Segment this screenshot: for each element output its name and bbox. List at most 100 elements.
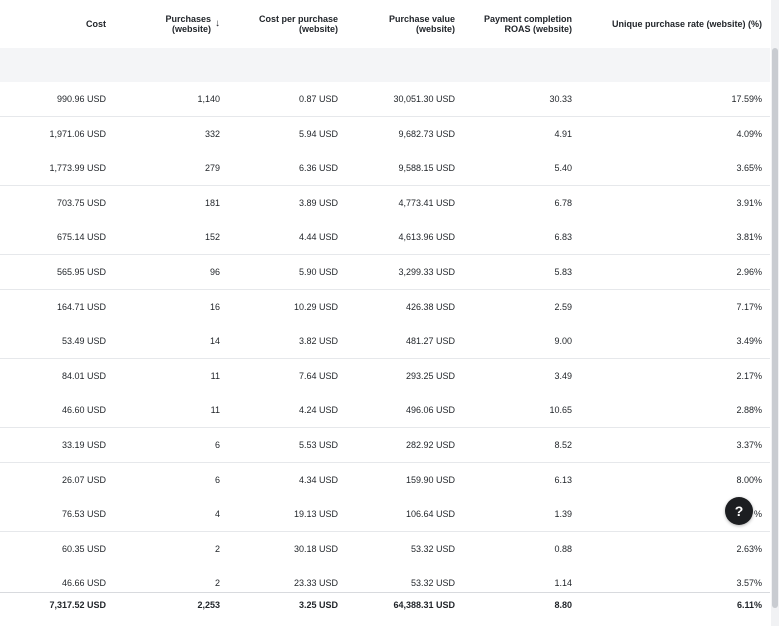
cell-cost: 26.07 USD [61,474,106,485]
table-row[interactable]: 46.60 USD 11 4.24 USD 496.06 USD 10.65 2.88% [0,393,770,429]
cell-roas: 8.52 [554,440,572,450]
cell-purchases: 1,140 [197,94,220,104]
cell-cost-per-purchase: 3.89 USD [298,197,338,208]
cell-roas: 10.65 [549,405,572,416]
cell-roas: 6.78 [554,197,572,208]
cell-purchases: 6 [214,474,220,485]
cell-cost-per-purchase: 10.29 USD [293,301,338,312]
total-roas: 8.80 [554,600,572,610]
column-header-label: Payment completion [483,14,572,24]
cell-cost-per-purchase: 6.36 USD [298,163,338,174]
column-header-label: Cost per purchase [258,14,338,24]
cell-purchases: 2 [214,543,220,554]
cell-purchase-value: 4,613.96 USD [398,232,455,243]
cell-cost: 53.49 USD [61,336,106,347]
question-circle-icon: ? [734,503,744,519]
cell-purchases: 96 [209,267,220,277]
cell-cost: 76.53 USD [61,509,106,520]
cell-cost-per-purchase: 5.90 USD [298,267,338,277]
cell-purchase-value: 481.27 USD [405,336,455,347]
cell-purchase-value: 9,682.73 USD [398,128,455,139]
cell-purchases: 11 [210,370,220,381]
table-total-row: 7,317.52 USD 2,253 3.25 USD 64,388.31 US… [0,592,770,617]
table-row[interactable]: 164.71 USD 16 10.29 USD 426.38 USD 2.59 7.17% [0,289,770,325]
cell-purchase-value: 53.32 USD [410,578,455,589]
cell-purchase-value: 4,773.41 USD [398,197,455,208]
total-purchase-value: 64,388.31 USD [393,600,455,610]
table-row[interactable]: 703.75 USD 181 3.89 USD 4,773.41 USD 6.78 3.9… [0,185,770,221]
cell-purchase-value: 9,588.15 USD [398,163,455,174]
cell-cost-per-purchase: 5.53 USD [298,440,338,450]
cell-purchases: 152 [204,232,220,243]
column-header-purchases[interactable]: Purchases (website) ↓ [150,8,220,40]
cell-unique-purchase-rate: 2.88% [736,405,762,416]
table-row[interactable]: 53.49 USD 14 3.82 USD 481.27 USD 9.00 3.49% [0,324,770,360]
column-header-roas[interactable]: Payment completion ROAS (website) [470,8,572,40]
cell-unique-purchase-rate: 4.09% [736,128,762,139]
cell-purchase-value: 106.64 USD [405,509,455,520]
table-row[interactable]: 84.01 USD 11 7.64 USD 293.25 USD 3.49 2.17% [0,358,770,394]
cell-cost: 565.95 USD [56,267,106,277]
scrollbar-thumb[interactable] [772,48,778,608]
cell-unique-purchase-rate: 2.96% [736,267,762,277]
column-header-cost[interactable]: Cost [0,8,106,40]
table-row[interactable]: 675.14 USD 152 4.44 USD 4,613.96 USD 6.83 3.8… [0,220,770,256]
cell-purchases: 4 [214,509,220,520]
cell-unique-purchase-rate: 8.00% [736,474,762,485]
column-header-sublabel: (website) [415,24,455,34]
cell-unique-purchase-rate: 3.49% [736,336,762,347]
table-subheader [0,48,770,83]
cell-cost-per-purchase: 19.13 USD [293,509,338,520]
column-header-cost-per-purchase[interactable]: Cost per purchase (website) [240,8,338,40]
cell-cost: 60.35 USD [61,543,106,554]
column-header-sublabel: (website) [298,24,338,34]
column-header-label: Purchases [165,14,211,24]
total-purchases: 2,253 [197,600,220,610]
help-button[interactable]: ? [725,497,753,525]
column-header-sublabel: ROAS (website) [504,24,572,34]
cell-roas: 9.00 [554,336,572,347]
cell-cost-per-purchase: 5.94 USD [298,128,338,139]
cell-purchases: 16 [209,301,220,312]
cell-cost: 675.14 USD [56,232,106,243]
table-row[interactable]: 990.96 USD 1,140 0.87 USD 30,051.30 USD 30.3… [0,82,770,117]
cell-purchase-value: 30,051.30 USD [393,94,455,104]
cell-cost: 164.71 USD [56,301,106,312]
cell-cost-per-purchase: 7.64 USD [298,370,338,381]
cell-purchase-value: 53.32 USD [410,543,455,554]
cell-purchase-value: 159.90 USD [405,474,455,485]
cell-roas: 0.88 [554,543,572,554]
cell-purchase-value: 496.06 USD [405,405,455,416]
cell-unique-purchase-rate: 3.91% [736,197,762,208]
cell-cost-per-purchase: 3.82 USD [298,336,338,347]
cell-roas: 6.13 [554,474,572,485]
cell-cost-per-purchase: 23.33 USD [293,578,338,589]
cell-roas: 6.83 [554,232,572,243]
cell-unique-purchase-rate: % [753,509,762,520]
table-row[interactable]: 1,773.99 USD 279 6.36 USD 9,588.15 USD 5.40 3… [0,151,770,187]
table-row[interactable]: 1,971.06 USD 332 5.94 USD 9,682.73 USD 4.91 4… [0,116,770,152]
cell-cost-per-purchase: 0.87 USD [298,94,338,104]
column-header-unique-purchase-rate[interactable]: Unique purchase rate (website) (%) [590,8,762,40]
column-header-purchase-value[interactable]: Purchase value (website) [370,8,455,40]
cell-roas: 1.39 [554,509,572,520]
cell-roas: 1.14 [554,578,572,589]
table-row[interactable]: 565.95 USD 96 5.90 USD 3,299.33 USD 5.83 2.96… [0,255,770,290]
cell-cost-per-purchase: 30.18 USD [293,543,338,554]
table-row[interactable]: 26.07 USD 6 4.34 USD 159.90 USD 6.13 8.00% [0,462,770,498]
table-row[interactable]: 33.19 USD 6 5.53 USD 282.92 USD 8.52 3.37% [0,428,770,463]
table-row[interactable]: 60.35 USD 2 30.18 USD 53.32 USD 0.88 2.63% [0,531,770,567]
cell-unique-purchase-rate: 3.57% [736,578,762,589]
cell-cost: 84.01 USD [61,370,106,381]
cell-roas: 5.40 [554,163,572,174]
cell-unique-purchase-rate: 3.37% [736,440,762,450]
cell-cost: 703.75 USD [56,197,106,208]
cell-roas: 4.91 [554,128,572,139]
column-header-sublabel: (website) [171,24,211,34]
cell-cost-per-purchase: 4.44 USD [298,232,338,243]
column-header-label: Cost [86,19,106,29]
table-row[interactable]: 76.53 USD 4 19.13 USD 106.64 USD 1.39% [0,497,770,533]
vertical-scrollbar[interactable] [771,0,779,626]
cell-cost: 1,773.99 USD [49,163,106,174]
arrow-down-icon[interactable]: ↓ [215,18,220,29]
